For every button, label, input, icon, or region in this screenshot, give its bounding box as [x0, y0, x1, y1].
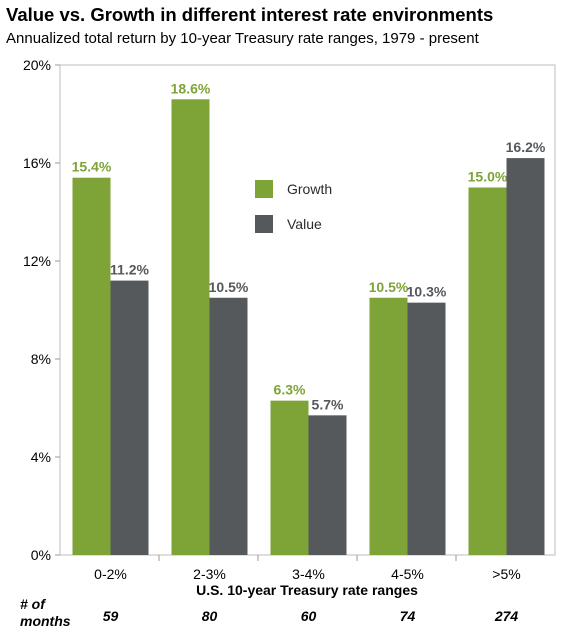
x-tick-label: >5% [492, 566, 520, 582]
bar-value [506, 158, 545, 555]
x-tick-label: 0-2% [94, 566, 127, 582]
months-value: 80 [202, 608, 218, 624]
y-tick-label: 12% [23, 253, 51, 269]
x-tick-label: 2-3% [193, 566, 226, 582]
chart-subtitle: Annualized total return by 10-year Treas… [6, 30, 479, 47]
data-label-value: 10.3% [407, 284, 447, 300]
months-label-line1: # of [20, 596, 46, 612]
legend: Growth Value [255, 180, 332, 233]
months-value: 60 [301, 608, 317, 624]
legend-label-growth: Growth [287, 181, 332, 197]
bar-value [407, 302, 446, 555]
legend-swatch-value [255, 215, 273, 233]
data-label-value: 11.2% [110, 262, 149, 278]
x-tick-label: 3-4% [292, 566, 325, 582]
data-label-growth: 6.3% [274, 382, 306, 398]
x-axis: 0-2% 2-3% 3-4% 4-5% >5% [94, 555, 521, 582]
legend-label-value: Value [287, 216, 322, 232]
bar-growth [72, 177, 111, 555]
data-label-growth: 18.6% [171, 80, 211, 96]
months-row: # of months 59 80 60 74 274 [20, 596, 518, 629]
data-label-growth: 15.4% [72, 159, 112, 175]
y-axis: 0% 4% 8% 12% 16% 20% [23, 57, 60, 563]
y-tick-label: 8% [31, 351, 51, 367]
bar-growth [369, 297, 408, 555]
chart-title: Value vs. Growth in different interest r… [6, 4, 494, 25]
bar-value [308, 415, 347, 555]
bar-growth [171, 99, 210, 556]
legend-swatch-growth [255, 180, 273, 198]
bar-value [110, 280, 149, 555]
data-label-value: 5.7% [312, 396, 344, 412]
data-label-growth: 10.5% [369, 279, 409, 295]
months-label-line2: months [20, 613, 71, 629]
y-tick-label: 0% [31, 547, 51, 563]
months-value: 274 [494, 608, 519, 624]
bar-value [209, 297, 248, 555]
bar-growth [270, 400, 309, 555]
bars-group: 15.4%11.2%18.6%10.5%6.3%5.7%10.5%10.3%15… [72, 80, 546, 556]
y-tick-label: 20% [23, 57, 51, 73]
x-axis-label: U.S. 10-year Treasury rate ranges [196, 582, 418, 598]
y-tick-label: 4% [31, 449, 51, 465]
months-value: 74 [400, 608, 416, 624]
bar-growth [468, 187, 507, 555]
x-tick-label: 4-5% [391, 566, 424, 582]
data-label-value: 16.2% [506, 139, 546, 155]
months-value: 59 [103, 608, 119, 624]
data-label-growth: 15.0% [468, 169, 508, 185]
data-label-value: 10.5% [209, 279, 249, 295]
y-tick-label: 16% [23, 155, 51, 171]
